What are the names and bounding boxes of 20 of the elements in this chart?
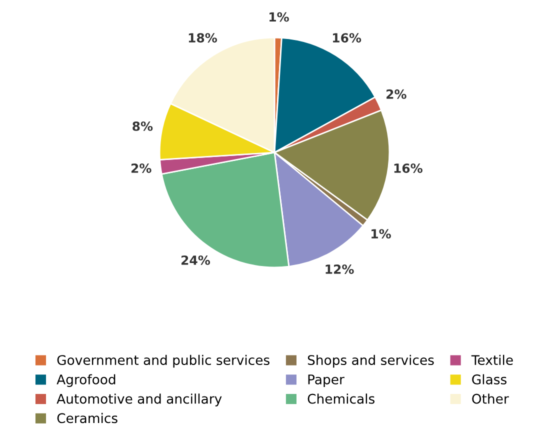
legend-label: Automotive and ancillary	[56, 394, 222, 406]
data-label: 1%	[270, 12, 289, 22]
legend-label: Paper	[308, 374, 344, 387]
data-label: 1%	[372, 229, 391, 239]
legend-label: Agrofood	[56, 374, 116, 387]
legend-label: Other	[472, 394, 509, 404]
legend-label: Government and public services	[57, 354, 270, 368]
data-label: 2%	[386, 89, 406, 99]
data-label: 2%	[131, 164, 152, 173]
legend-label: Shops and services	[308, 354, 434, 368]
data-label: 16%	[394, 164, 422, 173]
legend-label: Glass	[472, 374, 506, 384]
data-label: 18%	[188, 33, 218, 43]
legend-label: Textile	[471, 354, 513, 366]
data-label: 12%	[326, 264, 354, 274]
data-label: 24%	[181, 255, 210, 265]
data-label: 8%	[132, 121, 153, 131]
legend-label: Ceramics	[57, 412, 118, 424]
data-label: 16%	[332, 33, 362, 43]
legend-label: Chemicals	[308, 394, 374, 404]
